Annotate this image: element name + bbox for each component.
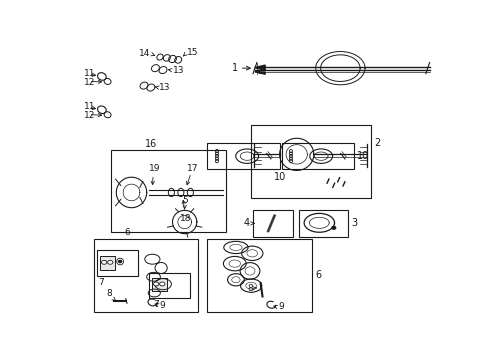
- Text: 13: 13: [159, 83, 171, 92]
- Bar: [148, 273, 190, 298]
- Bar: [253, 210, 293, 237]
- Circle shape: [332, 226, 336, 229]
- Bar: [207, 143, 280, 169]
- Text: 16: 16: [145, 139, 157, 149]
- Circle shape: [101, 260, 107, 264]
- Text: 15: 15: [187, 48, 198, 57]
- Bar: [251, 125, 371, 198]
- Text: 12: 12: [84, 111, 96, 120]
- Text: 17: 17: [187, 164, 198, 173]
- Text: 4: 4: [244, 219, 250, 228]
- Bar: [298, 210, 348, 237]
- Polygon shape: [267, 215, 275, 232]
- FancyArrow shape: [255, 69, 265, 74]
- Circle shape: [108, 260, 113, 264]
- Bar: [97, 250, 138, 276]
- Text: 1: 1: [232, 63, 238, 73]
- FancyBboxPatch shape: [152, 278, 167, 292]
- Text: 9: 9: [159, 301, 165, 310]
- Text: 18: 18: [180, 214, 192, 223]
- Text: 3: 3: [351, 219, 357, 228]
- Text: 10: 10: [274, 172, 287, 182]
- Text: 5: 5: [182, 196, 188, 205]
- FancyArrow shape: [255, 65, 265, 70]
- Text: 9: 9: [278, 302, 284, 311]
- Text: 6: 6: [316, 270, 322, 280]
- Bar: [281, 143, 354, 169]
- Text: 2: 2: [374, 138, 381, 148]
- Text: 11: 11: [84, 69, 96, 78]
- Text: 14: 14: [139, 49, 150, 58]
- Text: 13: 13: [173, 66, 185, 75]
- Text: 10: 10: [357, 151, 369, 161]
- Bar: [207, 239, 312, 312]
- Circle shape: [153, 282, 159, 286]
- Text: 7: 7: [153, 301, 159, 310]
- Text: 7: 7: [98, 278, 104, 287]
- Text: 19: 19: [148, 164, 160, 173]
- Circle shape: [119, 260, 122, 262]
- FancyBboxPatch shape: [100, 256, 115, 270]
- Bar: [111, 150, 226, 232]
- Text: 8: 8: [107, 289, 113, 298]
- Circle shape: [160, 282, 165, 286]
- Text: 11: 11: [84, 102, 96, 111]
- Text: 12: 12: [84, 77, 96, 86]
- Text: 8: 8: [247, 284, 253, 293]
- Text: 6: 6: [124, 228, 130, 237]
- Bar: [94, 239, 198, 312]
